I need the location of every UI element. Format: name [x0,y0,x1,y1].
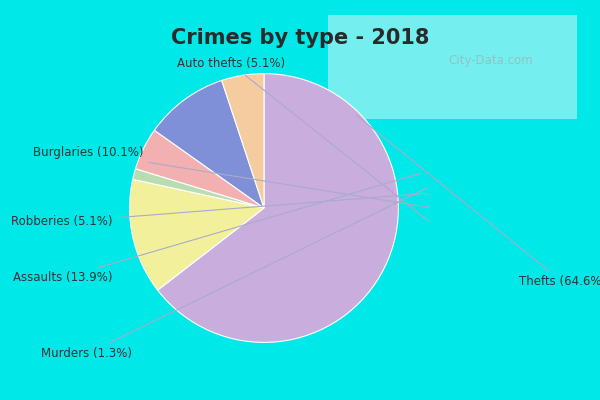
Wedge shape [136,130,264,208]
Wedge shape [133,169,264,208]
Bar [328,15,577,119]
Wedge shape [158,74,398,342]
Wedge shape [222,74,264,208]
Text: Crimes by type - 2018: Crimes by type - 2018 [171,28,429,48]
Wedge shape [154,80,264,208]
Text: Auto thefts (5.1%): Auto thefts (5.1%) [177,58,428,221]
Text: Murders (1.3%): Murders (1.3%) [41,188,427,360]
Text: Burglaries (10.1%): Burglaries (10.1%) [33,146,430,208]
Text: Assaults (13.9%): Assaults (13.9%) [13,173,421,284]
Text: City-Data.com: City-Data.com [448,54,533,67]
Text: Robberies (5.1%): Robberies (5.1%) [11,193,428,228]
Wedge shape [130,179,264,290]
Text: Thefts (64.6%): Thefts (64.6%) [356,115,600,288]
